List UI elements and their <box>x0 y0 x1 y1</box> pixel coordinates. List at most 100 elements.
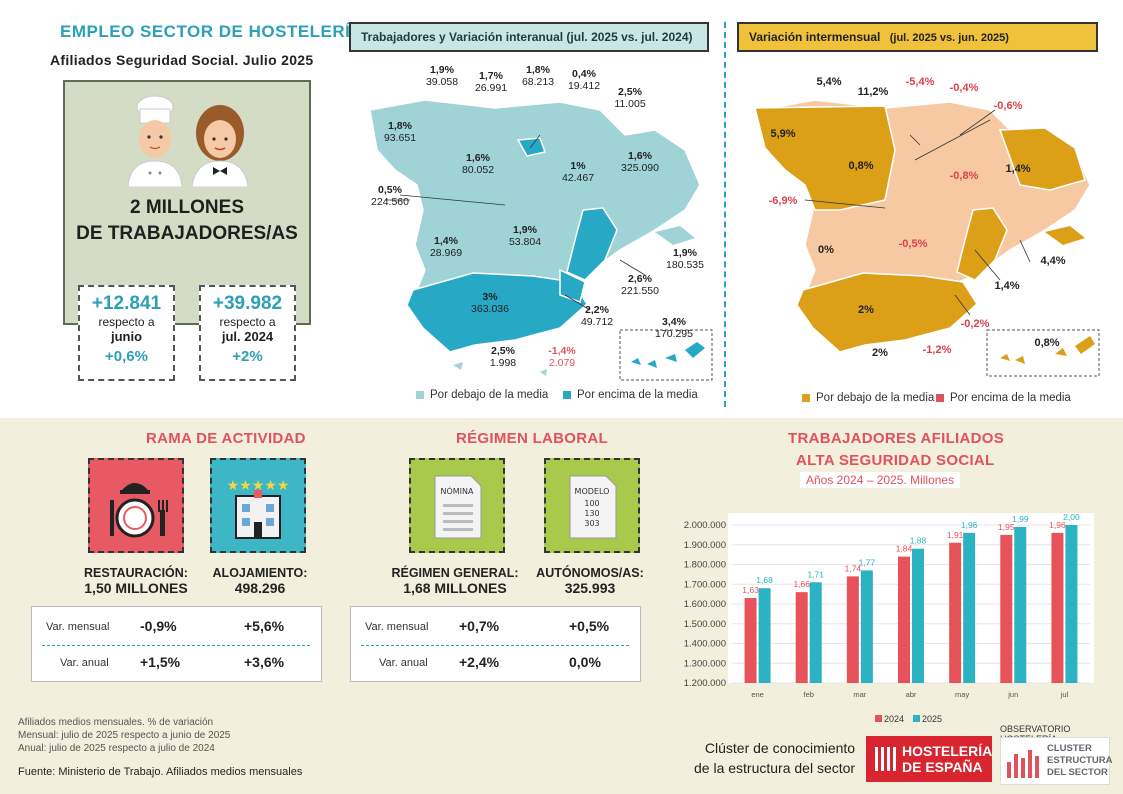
map-left-region-pct: 2,6% <box>628 273 652 285</box>
map-left-valencia-above <box>566 207 618 281</box>
chart-bar <box>744 598 757 683</box>
restauracion-box <box>88 458 184 553</box>
map-left-region-pct: 3,4% <box>662 316 686 328</box>
map-left-legend-above: Por encima de la media <box>563 389 698 401</box>
map-right-region-label: 2% <box>872 347 888 359</box>
map-right-title-suffix: (jul. 2025 vs. jun. 2025) <box>889 32 1009 44</box>
map-left-region-value: 224.560 <box>371 196 409 208</box>
map-left-region-value: 53.804 <box>508 236 542 248</box>
regimen-row1-b: +0,5% <box>569 618 610 634</box>
chart-ytick-label: 1.200.000 <box>684 678 726 689</box>
rama-title: RAMA DE ACTIVIDAD <box>146 430 306 447</box>
svg-text:★★★★★: ★★★★★ <box>227 478 290 494</box>
map-left-region-value: 42.467 <box>561 172 595 184</box>
map-left-region-value: 49.712 <box>580 316 614 328</box>
map-left-region-label: 1,6% 325.090 <box>616 150 664 174</box>
map-left-title: Trabajadores y Variación interanual (jul… <box>349 22 709 52</box>
map-left-andalucia-above <box>406 272 588 353</box>
kpi-monthly-value: +12.841 <box>91 293 162 314</box>
chart-bar <box>860 570 873 683</box>
map-left-ceuta <box>453 362 463 370</box>
svg-text:303: 303 <box>584 519 599 528</box>
rama-separator <box>42 645 310 646</box>
map-left-region-label: 0,5% 224.560 <box>366 184 414 208</box>
chart-data-label: 1,74 <box>845 563 862 573</box>
note-2: Mensual: julio de 2025 respecto a junio … <box>18 730 231 741</box>
chart-data-label: 1,68 <box>756 575 773 585</box>
hde-text: HOSTELERÍA DE ESPAÑA <box>902 743 992 775</box>
map-left-region-label: 1,9% 39.058 <box>418 64 466 88</box>
chef-icon <box>127 95 183 187</box>
chart-data-label: 1,71 <box>807 569 824 579</box>
kpi-annual: +39.982 respecto a jul. 2024 +2% <box>199 285 296 381</box>
hosteleria-espana-logo: HOSTELERÍA DE ESPAÑA <box>866 736 992 782</box>
map-left-region-pct: 0,4% <box>572 68 596 80</box>
map-left-region-label: 3% 363.036 <box>466 291 514 315</box>
regimen-separator <box>361 645 629 646</box>
map-right-region-label: 0,8% <box>848 160 874 172</box>
chart-xtick-label: feb <box>803 690 813 699</box>
aut-value: 325.993 <box>564 580 616 596</box>
map-left-region-pct: 1,4% <box>434 235 458 247</box>
map-right-title-main: Variación intermensual <box>749 30 881 44</box>
chart-ytick-label: 1.600.000 <box>684 599 726 610</box>
map-right-region-label: 2% <box>858 304 874 316</box>
chart-data-label: 1,95 <box>998 522 1015 532</box>
map-left-legend-below: Por debajo de la media <box>416 389 548 401</box>
rest-caption: RESTAURACIÓN: 1,50 MILLONES <box>66 566 206 596</box>
map-left-region-value: 325.090 <box>621 162 659 174</box>
rama-row2-a: +1,5% <box>140 654 181 670</box>
map-right-region-label: -0,8% <box>949 170 979 182</box>
kpi-annual-l1: respecto a <box>219 315 276 329</box>
map-right-region-label: 5,9% <box>770 128 796 140</box>
chart-ytick-label: 1.900.000 <box>684 540 726 551</box>
map-left-region-pct: 3% <box>482 291 498 303</box>
chart-data-label: 1,84 <box>896 544 913 554</box>
payroll-doc-text: NÓMINA <box>441 485 475 496</box>
chart-bar <box>1051 532 1064 683</box>
map-right-region-label: 5,4% <box>816 76 842 88</box>
map-left-legend-below-text: Por debajo de la media <box>430 389 549 401</box>
map-left-region-value: 26.991 <box>474 82 508 94</box>
page-title: EMPLEO SECTOR DE HOSTELERÍA <box>60 22 364 41</box>
svg-text:130: 130 <box>584 509 599 518</box>
chart-ytick-label: 1.700.000 <box>684 579 726 590</box>
chart-xtick-label: abr <box>906 690 917 699</box>
map-left-region-value: 68.213 <box>521 76 555 88</box>
cluster-logo-text: CLUSTER ESTRUCTURA DEL SECTOR <box>1047 743 1112 779</box>
map-right-legend-above-text: Por encima de la media <box>950 392 1071 404</box>
chart-ytick-label: 1.300.000 <box>684 658 726 669</box>
affiliates-bar-chart: 1.200.000 1.300.000 1.400.000 1.500.000 1.60… <box>684 512 1094 724</box>
aut-caption: AUTÓNOMOS/AS: 325.993 <box>520 566 660 596</box>
map-right-region-label: -1,2% <box>922 344 952 356</box>
chart-bar <box>1014 526 1027 683</box>
chart-xtick-label: jun <box>1007 690 1018 699</box>
map-left-region-value: 93.651 <box>383 132 417 144</box>
map-right-cataluna-above <box>998 127 1086 191</box>
map-left-region-pct: 1,9% <box>673 247 697 259</box>
modelo-box: MODELO 100 130 303 <box>544 458 640 553</box>
regimen-table: Var. mensual +0,7% +0,5% Var. anual +2,4… <box>350 606 641 682</box>
map-left-region-pct: 1,7% <box>479 70 503 82</box>
map-left-region-label: 1,9% 53.804 <box>501 224 549 248</box>
map-left-region-pct: 1,8% <box>526 64 550 76</box>
chart-plot-area <box>728 513 1094 683</box>
map-left-region-value: 363.036 <box>471 303 509 315</box>
map-left-region-label: 1% 42.467 <box>554 160 602 184</box>
chart-subtitle: Años 2024 – 2025. Millones <box>800 472 961 488</box>
regimen-row1-a: +0,7% <box>459 618 500 634</box>
note-3: Anual: julio de 2025 respecto a julio de… <box>18 743 215 754</box>
headline-line2: DE TRABAJADORES/AS <box>76 223 298 244</box>
map-left-region-pct: 1,6% <box>628 150 652 162</box>
map-right-title: Variación intermensual (jul. 2025 vs. ju… <box>737 22 1098 52</box>
map-left-region-label: 2,6% 221.550 <box>616 273 664 297</box>
chart-bar <box>1000 534 1013 683</box>
alojamiento-box: ★★★★★ <box>210 458 306 553</box>
map-left-region-label: 2,2% 49.712 <box>573 304 621 328</box>
chart-legend-label: 2024 <box>884 714 904 724</box>
kpi-monthly: +12.841 respecto a junio +0,6% <box>78 285 175 381</box>
chart-bar <box>949 542 962 683</box>
map-left-region-label: 0,4% 19.412 <box>560 68 608 92</box>
map-left-region-pct: 1,6% <box>466 152 490 164</box>
map-left-rioja-above <box>516 137 546 157</box>
